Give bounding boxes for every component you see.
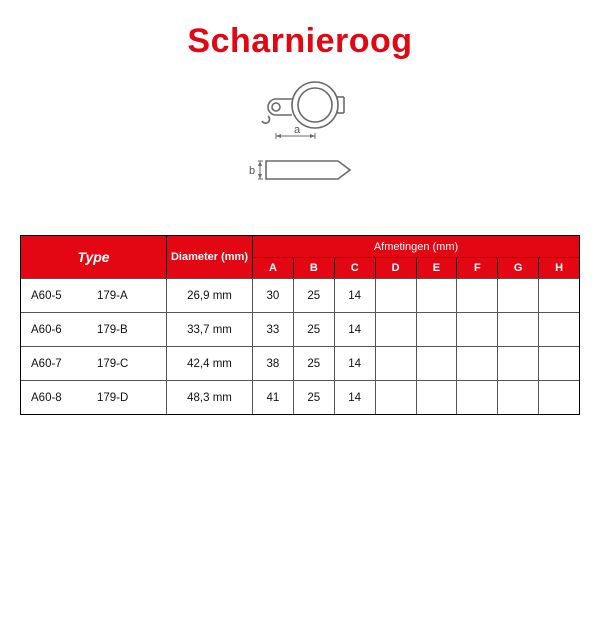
cell-dim: 25 — [294, 313, 335, 346]
diagram: a b — [0, 75, 600, 195]
cell-dim — [376, 279, 417, 312]
cell-dim: 25 — [294, 381, 335, 414]
table-row: A60-5179-A26,9 mm302514 — [21, 278, 579, 312]
col-header-c: C — [335, 258, 376, 278]
cell-diameter: 33,7 mm — [167, 313, 253, 346]
cell-dim: 14 — [335, 381, 376, 414]
cell-dim: 14 — [335, 313, 376, 346]
col-header-g: G — [498, 258, 539, 278]
spec-table: TypeDiameter (mm)Afmetingen (mm) ABCDEFG… — [20, 235, 580, 415]
cell-dim — [457, 313, 498, 346]
cell-dim — [498, 313, 539, 346]
technical-drawing: a b — [210, 75, 390, 195]
col-header-b: B — [294, 258, 335, 278]
cell-dim — [417, 347, 458, 380]
cell-type: A60-7179-C — [21, 347, 167, 380]
cell-dim: 41 — [253, 381, 294, 414]
cell-dim — [498, 347, 539, 380]
table-row: A60-6179-B33,7 mm332514 — [21, 312, 579, 346]
cell-dim: 30 — [253, 279, 294, 312]
cell-dim — [539, 279, 579, 312]
cell-dim: 25 — [294, 347, 335, 380]
cell-type: A60-5179-A — [21, 279, 167, 312]
col-header-afmetingen: Afmetingen (mm) — [253, 236, 579, 257]
table-row: A60-8179-D48,3 mm412514 — [21, 380, 579, 414]
cell-type: A60-8179-D — [21, 381, 167, 414]
cell-diameter: 26,9 mm — [167, 279, 253, 312]
table-header: TypeDiameter (mm)Afmetingen (mm) ABCDEFG… — [21, 236, 579, 278]
cell-dim: 25 — [294, 279, 335, 312]
cell-dim: 14 — [335, 279, 376, 312]
cell-dim — [417, 313, 458, 346]
cell-dim — [539, 313, 579, 346]
cell-dim — [539, 381, 579, 414]
cell-dim — [457, 347, 498, 380]
table-row: A60-7179-C42,4 mm382514 — [21, 346, 579, 380]
cell-diameter: 48,3 mm — [167, 381, 253, 414]
dim-label-a: a — [294, 124, 301, 136]
col-header-f: F — [457, 258, 498, 278]
col-header-a: A — [253, 258, 294, 278]
cell-diameter: 42,4 mm — [167, 347, 253, 380]
col-header-type: Type — [21, 236, 167, 278]
col-header-e: E — [417, 258, 458, 278]
cell-dim — [376, 381, 417, 414]
col-header-diameter: Diameter (mm) — [167, 236, 253, 278]
cell-dim — [457, 381, 498, 414]
page-title: Scharnieroog — [0, 22, 600, 61]
cell-type: A60-6179-B — [21, 313, 167, 346]
cell-dim — [376, 313, 417, 346]
cell-dim: 38 — [253, 347, 294, 380]
cell-dim — [417, 279, 458, 312]
cell-dim — [417, 381, 458, 414]
page: Scharnieroog — [0, 22, 600, 622]
cell-dim — [539, 347, 579, 380]
col-header-h: H — [539, 258, 579, 278]
cell-dim: 14 — [335, 347, 376, 380]
cell-dim: 33 — [253, 313, 294, 346]
cell-dim — [498, 279, 539, 312]
cell-dim — [457, 279, 498, 312]
cell-dim — [376, 347, 417, 380]
dim-label-b: b — [249, 165, 255, 177]
table-body: A60-5179-A26,9 mm302514A60-6179-B33,7 mm… — [21, 278, 579, 414]
col-header-d: D — [376, 258, 417, 278]
cell-dim — [498, 381, 539, 414]
